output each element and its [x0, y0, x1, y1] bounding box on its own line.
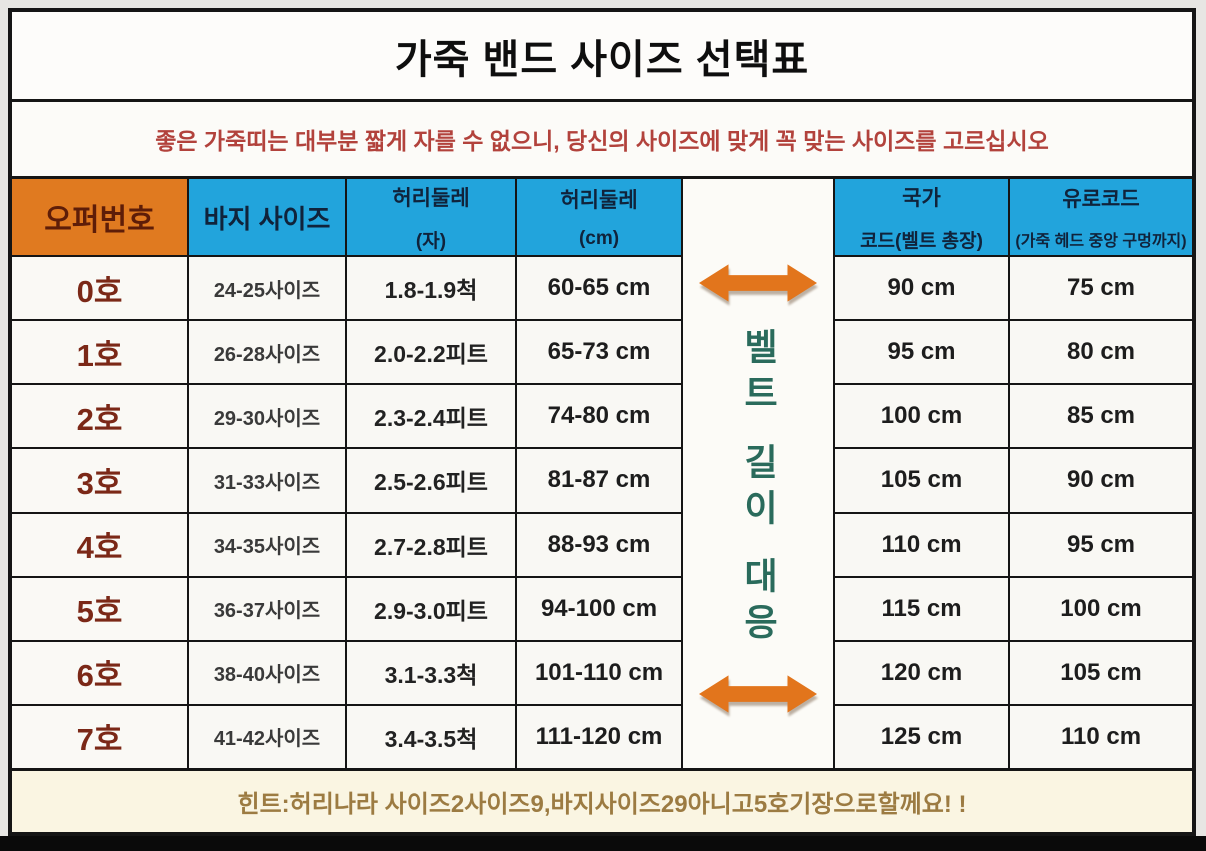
country-code-cell: 120 cm — [835, 641, 1008, 704]
order-number-cell: 0호 — [12, 257, 187, 320]
country-code-cell: 115 cm — [835, 577, 1008, 640]
belt-length-word: 길이 — [738, 442, 779, 535]
euro-code-cell: 100 cm — [1010, 577, 1192, 640]
waist-ja-cell: 2.9-3.0피트 — [347, 577, 515, 640]
waist-ja-cell: 2.7-2.8피트 — [347, 513, 515, 576]
order-number-cell: 4호 — [12, 513, 187, 576]
waist-cm-cell: 111-120 cm — [517, 705, 681, 768]
euro-code-cell: 90 cm — [1010, 449, 1192, 512]
subtitle-note: 좋은 가죽띠는 대부분 짧게 자를 수 없으니, 당신의 사이즈에 맞게 꼭 맞… — [155, 128, 1049, 154]
country-code-cell: 90 cm — [835, 257, 1008, 320]
order-number-cell: 2호 — [12, 385, 187, 448]
order-number-cell: 7호 — [12, 705, 187, 768]
pants-size-cell: 41-42사이즈 — [189, 705, 345, 768]
waist-cm-cell: 88-93 cm — [517, 513, 681, 576]
waist-ja-cell: 1.8-1.9척 — [347, 257, 515, 320]
order-number-cell: 1호 — [12, 321, 187, 384]
waist-cm-cell: 60-65 cm — [517, 257, 681, 320]
country-code-cell: 110 cm — [835, 513, 1008, 576]
order-number-cell: 5호 — [12, 577, 187, 640]
footer-section: 힌트:허리나라 사이즈2사이즈9,바지사이즈29아니고5호기장으로할께요! ! — [12, 771, 1192, 832]
euro-code-cell: 105 cm — [1010, 641, 1192, 704]
pants-size-cell: 36-37사이즈 — [189, 577, 345, 640]
waist-ja-cell: 2.0-2.2피트 — [347, 321, 515, 384]
euro-code-cell: 80 cm — [1010, 321, 1192, 384]
pants-size-cell: 29-30사이즈 — [189, 385, 345, 448]
country-code-cell: 125 cm — [835, 705, 1008, 768]
header-cell-country-code: 국가 코드(벨트 총장) — [835, 179, 1008, 255]
double-arrow-icon-bottom — [699, 675, 817, 713]
page-title: 가죽 밴드 사이즈 선택표 — [394, 37, 810, 82]
pants-size-cell: 38-40사이즈 — [189, 641, 345, 704]
country-code-cell: 105 cm — [835, 449, 1008, 512]
country-code-cell: 100 cm — [835, 385, 1008, 448]
country-code-cell: 95 cm — [835, 321, 1008, 384]
header-cell-waist-cm: 허리둘레 (cm) — [517, 179, 681, 255]
belt-length-column: 벨트 길이 대응 — [683, 179, 833, 768]
euro-code-cell: 110 cm — [1010, 705, 1192, 768]
waist-cm-cell: 81-87 cm — [517, 449, 681, 512]
header-cell-euro-code: 유로코드 (가죽 헤드 중앙 구멍까지) — [1010, 179, 1192, 255]
order-number-cell: 6호 — [12, 641, 187, 704]
pants-size-cell: 24-25사이즈 — [189, 257, 345, 320]
size-table: 벨트 길이 대응 오퍼번호 바지 사이즈 허리둘레 (자) 허리둘레 (cm) — [12, 176, 1192, 771]
waist-ja-cell: 3.1-3.3척 — [347, 641, 515, 704]
belt-length-word: 벨트 — [738, 327, 779, 420]
pants-size-cell: 31-33사이즈 — [189, 449, 345, 512]
subtitle-section: 좋은 가죽띠는 대부분 짧게 자를 수 없으니, 당신의 사이즈에 맞게 꼭 맞… — [12, 102, 1192, 176]
waist-ja-cell: 3.4-3.5척 — [347, 705, 515, 768]
waist-ja-cell: 2.3-2.4피트 — [347, 385, 515, 448]
waist-ja-cell: 2.5-2.6피트 — [347, 449, 515, 512]
euro-code-cell: 85 cm — [1010, 385, 1192, 448]
euro-code-cell: 75 cm — [1010, 257, 1192, 320]
waist-cm-cell: 94-100 cm — [517, 577, 681, 640]
waist-cm-cell: 101-110 cm — [517, 641, 681, 704]
belt-length-word: 대응 — [738, 557, 779, 650]
order-number-cell: 3호 — [12, 449, 187, 512]
double-arrow-icon-top — [699, 264, 817, 302]
waist-cm-cell: 74-80 cm — [517, 385, 681, 448]
waist-cm-cell: 65-73 cm — [517, 321, 681, 384]
bottom-black-bar — [0, 836, 1206, 851]
title-section: 가죽 밴드 사이즈 선택표 — [12, 12, 1192, 102]
pants-size-cell: 34-35사이즈 — [189, 513, 345, 576]
header-cell-waist-ja: 허리둘레 (자) — [347, 179, 515, 255]
header-cell-pants-size: 바지 사이즈 — [189, 179, 345, 255]
euro-code-cell: 95 cm — [1010, 513, 1192, 576]
leather-band-size-sheet: 가죽 밴드 사이즈 선택표 좋은 가죽띠는 대부분 짧게 자를 수 없으니, 당… — [8, 8, 1196, 836]
pants-size-cell: 26-28사이즈 — [189, 321, 345, 384]
header-cell-order-number: 오퍼번호 — [12, 179, 187, 255]
footer-hint: 힌트:허리나라 사이즈2사이즈9,바지사이즈29아니고5호기장으로할께요! ! — [237, 791, 967, 818]
